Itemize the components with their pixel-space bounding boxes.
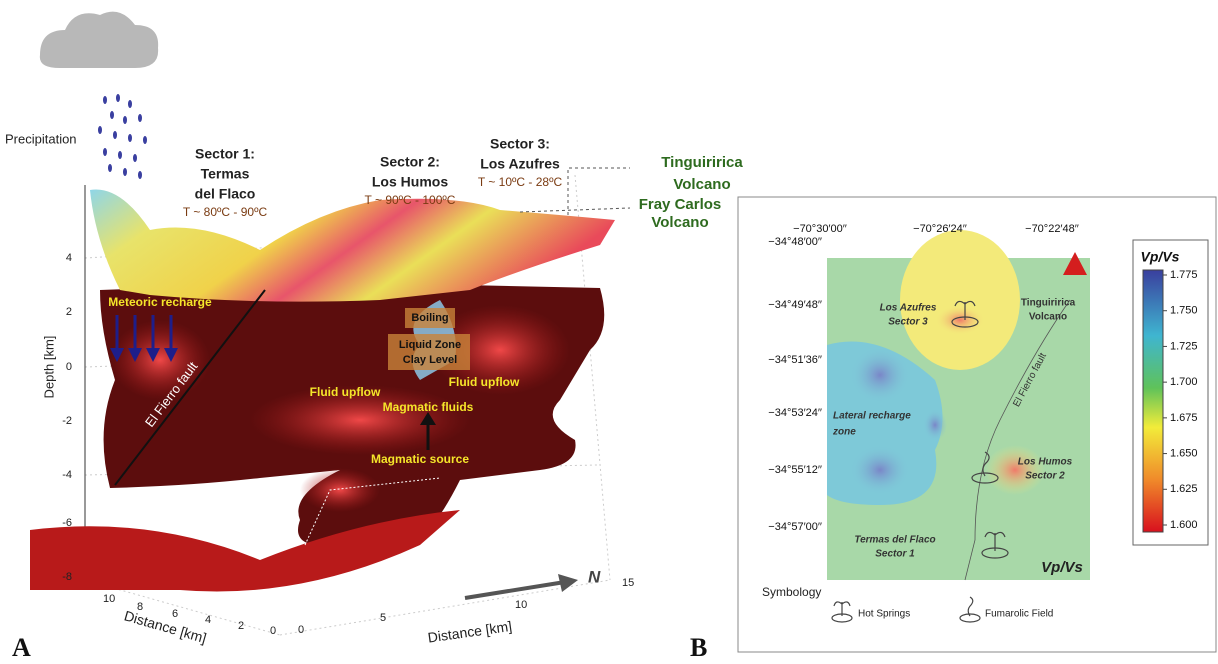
map-label: Lateral recharge xyxy=(833,411,911,422)
sector-title: Sector 3: xyxy=(490,136,550,152)
annotation: Meteoric recharge xyxy=(108,295,212,309)
volcano-label: Volcano xyxy=(651,214,708,231)
arrowhead xyxy=(558,574,578,592)
sector-temp: T ~ 90ºC - 100ºC xyxy=(365,193,456,207)
tick-label: 6 xyxy=(172,608,178,620)
colorbar-label: 1.750 xyxy=(1170,305,1198,317)
tick-label: 2 xyxy=(66,306,72,318)
tick-label: 2 xyxy=(238,620,244,632)
volcano-label: Fray Carlos xyxy=(639,196,722,213)
tick-label: 5 xyxy=(380,612,386,624)
sector-title: Termas xyxy=(201,166,250,182)
volcano-label: Tinguiririca xyxy=(661,154,743,171)
anomaly xyxy=(900,230,1020,370)
deep-body xyxy=(30,510,460,592)
panel-b: −70°30′00′′ −70°26′24′′ −70°22′48′′ −34°… xyxy=(690,197,1216,662)
north-label: N xyxy=(588,567,601,586)
annotation: Magmatic source xyxy=(371,452,469,466)
anomaly xyxy=(923,409,947,441)
tick-label: 0 xyxy=(270,625,276,637)
anomaly xyxy=(850,445,910,495)
sector-title: del Flaco xyxy=(195,186,256,202)
colorbar-label: 1.775 xyxy=(1170,269,1198,281)
highlight xyxy=(110,320,210,400)
latitude: −34°51′36′′ xyxy=(768,354,822,366)
map-label: Tinguiririca xyxy=(1021,298,1076,309)
cloud xyxy=(40,12,158,68)
topography xyxy=(90,190,615,302)
legend-label: Hot Springs xyxy=(858,609,910,620)
longitude: −70°26′24′′ xyxy=(913,223,967,235)
axis-title: Distance [km] xyxy=(427,618,513,646)
map-title: Vp/Vs xyxy=(1041,559,1083,576)
tick-label: 0 xyxy=(66,361,72,373)
highlight xyxy=(300,468,380,512)
axis-title: Depth [km] xyxy=(41,336,56,399)
latitude: −34°55′12′′ xyxy=(768,464,822,476)
colorbar-label: 1.675 xyxy=(1170,412,1198,424)
longitude: −70°30′00′′ xyxy=(793,223,847,235)
annotation: Fluid upflow xyxy=(310,385,381,399)
colorbar-label: 1.600 xyxy=(1170,519,1198,531)
tick-label: 4 xyxy=(66,252,72,264)
map-label: Sector 1 xyxy=(875,549,915,560)
annotation: Clay Level xyxy=(403,354,457,366)
tick-label: -6 xyxy=(62,517,72,529)
latitude: −34°49′48′′ xyxy=(768,299,822,311)
tick-label: 10 xyxy=(103,593,115,605)
panel-label: A xyxy=(12,633,31,662)
map-label: Sector 2 xyxy=(1025,471,1065,482)
colorbar-title: Vp/Vs xyxy=(1141,249,1180,265)
map-label: Los Humos xyxy=(1018,457,1073,468)
map-label: Volcano xyxy=(1029,312,1067,323)
tick-label: 0 xyxy=(298,624,304,636)
sector-title: Los Humos xyxy=(372,174,448,190)
latitude: −34°57′00′′ xyxy=(768,521,822,533)
sector-temp: T ~ 10ºC - 28ºC xyxy=(478,175,563,189)
map-label: Termas del Flaco xyxy=(854,535,935,546)
tick-label: -4 xyxy=(62,469,72,481)
figure: Precipitation Sector 1: Termas del Flaco… xyxy=(0,0,1218,664)
panel-a: Precipitation Sector 1: Termas del Flaco… xyxy=(5,12,743,662)
precipitation: Precipitation xyxy=(5,131,77,146)
volcano-label: Volcano xyxy=(673,176,730,193)
north-arrow xyxy=(465,582,565,598)
tick-label: 15 xyxy=(622,577,634,589)
tick-label: -8 xyxy=(62,571,72,583)
legend-label: Fumarolic Field xyxy=(985,609,1053,620)
annotation: Liquid Zone xyxy=(399,339,461,351)
colorbar-label: 1.625 xyxy=(1170,483,1198,495)
map-label: Los Azufres xyxy=(880,303,937,314)
annotation: Boiling xyxy=(411,312,448,324)
rain xyxy=(98,94,147,179)
map-label: Sector 3 xyxy=(888,317,928,328)
sector-title: Los Azufres xyxy=(480,156,560,172)
colorbar xyxy=(1143,270,1163,532)
sector-temp: T ~ 80ºC - 90ºC xyxy=(183,205,268,219)
sector-title: Sector 1: xyxy=(195,146,255,162)
longitude: −70°22′48′′ xyxy=(1025,223,1079,235)
map-label: zone xyxy=(832,427,856,438)
axis-title: Distance [km] xyxy=(122,607,208,646)
annotation: Fluid upflow xyxy=(449,375,520,389)
anomaly xyxy=(850,347,910,403)
colorbar-label: 1.700 xyxy=(1170,376,1198,388)
symbology-title: Symbology xyxy=(762,585,821,599)
tick-label: 10 xyxy=(515,599,527,611)
annotation: Magmatic fluids xyxy=(383,400,474,414)
latitude: −34°48′00′′ xyxy=(768,236,822,248)
latitude: −34°53′24′′ xyxy=(768,407,822,419)
tick-label: -2 xyxy=(62,415,72,427)
panel-label: B xyxy=(690,633,707,662)
colorbar-label: 1.725 xyxy=(1170,340,1198,352)
tick-label: 4 xyxy=(205,614,211,626)
sector-title: Sector 2: xyxy=(380,154,440,170)
colorbar-label: 1.650 xyxy=(1170,447,1198,459)
